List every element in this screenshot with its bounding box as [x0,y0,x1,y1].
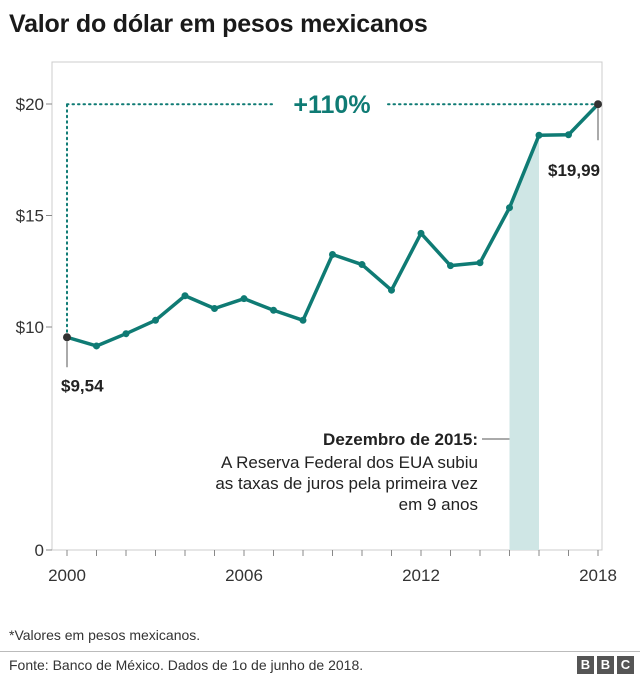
data-point [388,286,395,294]
x-tick-label: 2006 [225,566,263,585]
bbc-logo-letter: B [577,656,594,674]
x-tick-label: 2018 [579,566,617,585]
x-tick-label: 2000 [48,566,86,585]
bbc-logo-letter: B [597,656,614,674]
highlight-band [509,135,539,550]
footer-divider [0,651,640,652]
y-tick-label: $10 [16,318,44,337]
data-point [93,342,100,350]
x-tick-label: 2012 [402,566,440,585]
end-value-label: $19,99 [548,161,600,180]
data-point [565,131,572,139]
footnote: *Valores em pesos mexicanos. [9,627,201,643]
data-point [329,251,336,259]
bbc-logo: B B C [577,656,634,674]
data-point [417,229,425,237]
data-point [299,316,307,324]
annotation-line: as taxas de juros pela primeira vez [215,474,478,493]
data-point [270,306,277,314]
annotation-heading: Dezembro de 2015: [323,430,478,449]
start-value-label: $9,54 [61,376,104,395]
data-point [181,292,189,300]
data-point [122,330,130,338]
data-point [240,295,248,303]
annotation-line: A Reserva Federal dos EUA subiu [221,453,478,472]
data-point [152,316,159,324]
source-note: Fonte: Banco de México. Dados de 1o de j… [9,657,364,673]
data-point [506,204,513,212]
change-label: +110% [293,91,370,119]
chart-title: Valor do dólar em pesos mexicanos [9,10,428,38]
annotation-line: em 9 anos [399,495,478,514]
data-point [447,262,454,270]
bbc-logo-letter: C [617,656,634,674]
y-tick-label: $20 [16,95,44,114]
data-point [358,261,366,269]
plot-frame [51,61,603,551]
y-tick-label: 0 [35,541,44,560]
line-chart: 0 $10 $15 $20 2000 2006 2012 2018 +110% $9,54 $19,… [16,61,617,585]
data-point [63,333,71,342]
data-point [211,304,218,312]
data-point [594,100,602,109]
data-point [476,259,484,267]
y-tick-label: $15 [16,207,44,226]
data-point [535,131,543,139]
